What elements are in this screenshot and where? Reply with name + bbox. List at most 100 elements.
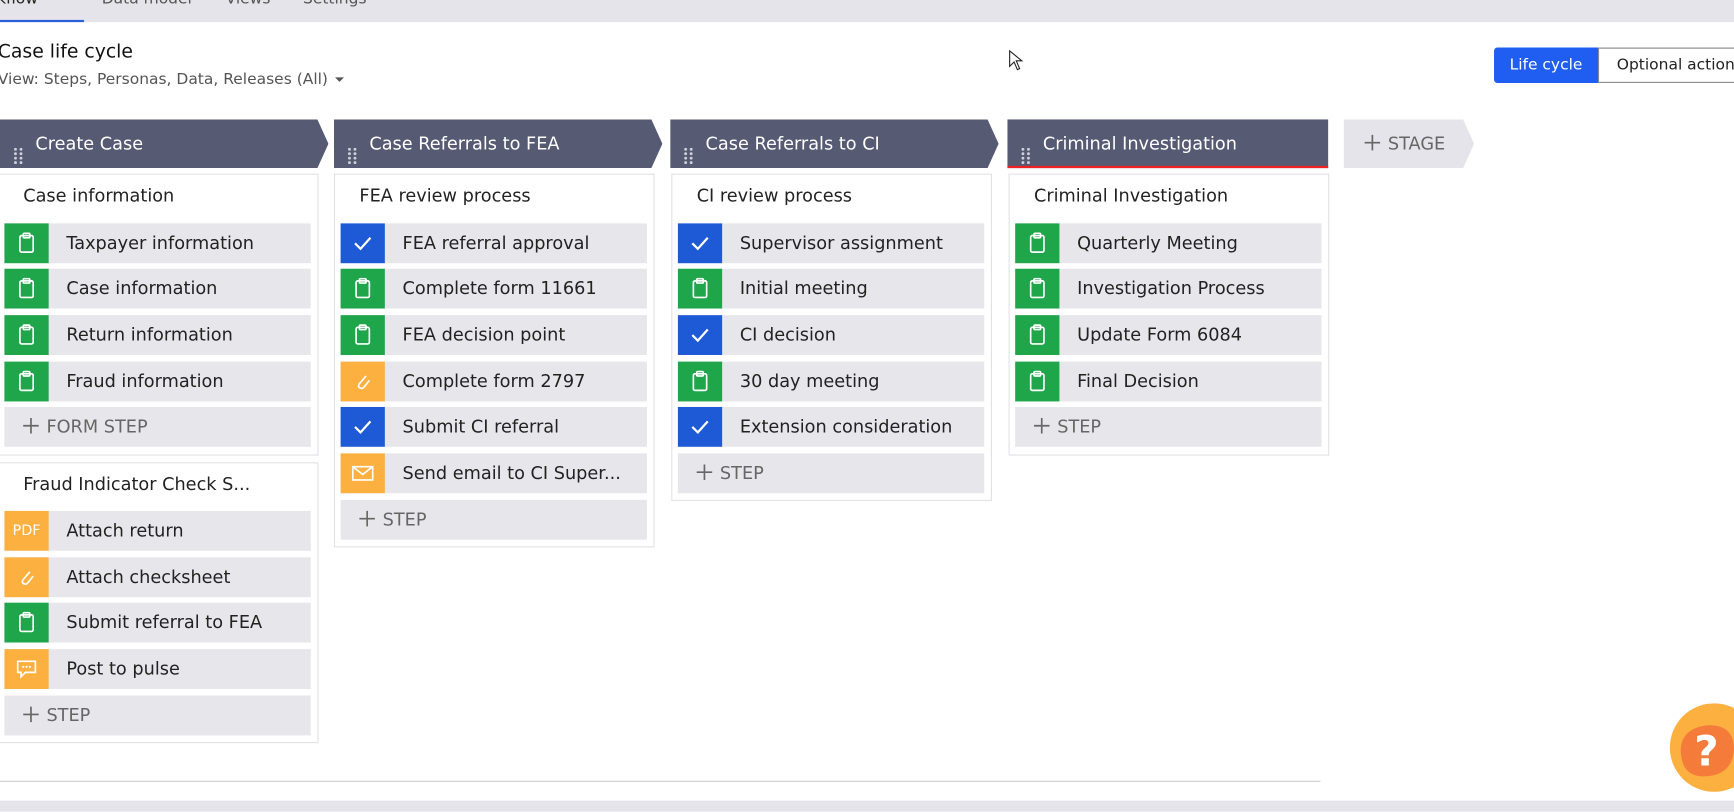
view-filter-text: View: Steps, Personas, Data, Releases (A… [0,70,328,89]
step-label: CI decision [739,323,836,345]
view-filter[interactable]: View: Steps, Personas, Data, Releases (A… [0,70,344,89]
add-step-button[interactable]: STEP [1015,407,1322,448]
step-icon [677,268,723,309]
add-stage-button[interactable]: STAGE [1343,119,1475,169]
step-label: Send email to CI Super... [402,462,621,484]
add-step-label: STEP [1057,416,1102,438]
step-icon [677,407,723,448]
stage-header[interactable]: Case Referrals to CI [670,119,999,169]
nav-tab[interactable]: Settings [303,0,367,8]
step[interactable]: Quarterly Meeting [1015,222,1322,263]
process-title[interactable]: CI review process [696,184,853,206]
step-icon [4,557,49,597]
tab-bar [0,0,1734,23]
add-step-button[interactable]: FORM STEP [4,407,311,448]
divider [0,780,1321,782]
step-label: Investigation Process [1077,277,1265,299]
add-step-label: STEP [719,462,764,484]
step[interactable]: Fraud information [4,361,311,401]
mouse-cursor [1009,49,1024,71]
step[interactable]: Investigation Process [1015,268,1322,309]
step[interactable]: Initial meeting [677,268,985,309]
step-icon [4,222,49,263]
step-label: Case information [66,277,218,299]
process-title[interactable]: Fraud Indicator Check S... [23,472,251,494]
step[interactable]: Extension consideration [677,407,985,448]
process-card: FEA review process FEA referral approval C… [333,173,655,548]
step-icon [4,649,49,690]
step[interactable]: Case information [4,268,311,309]
add-stage-label: STAGE [1387,132,1446,154]
step[interactable]: Complete form 2797 [340,361,647,401]
step-label: Initial meeting [739,277,868,299]
step-icon [340,315,385,355]
dropdown-caret [334,77,344,82]
step[interactable]: Taxpayer information [4,222,311,263]
nav-tab[interactable]: Views [226,0,271,8]
process-card: CI review process Supervisor assignment In… [671,173,992,502]
step[interactable]: FEA decision point [340,315,647,355]
step-label: Post to pulse [66,658,180,680]
svg-text:?: ? [1694,726,1718,775]
step[interactable]: 30 day meeting [677,361,985,401]
step-icon [4,361,49,401]
stage-name: Create Case [35,132,144,154]
page-title: Case life cycle [0,40,133,64]
process-title[interactable]: Criminal Investigation [1033,184,1229,206]
step-label: FEA decision point [402,323,566,345]
add-step-button[interactable]: STEP [4,695,311,736]
step-label: Attach return [66,519,184,541]
add-step-label: FORM STEP [46,416,148,438]
step-icon [677,361,723,401]
toggle-button[interactable]: Optional actions [1597,47,1734,83]
step-label: Update Form 6084 [1077,323,1243,345]
step[interactable]: Attach checksheet [4,557,311,597]
add-step-label: STEP [382,508,427,530]
step-label: 30 day meeting [739,370,880,392]
step[interactable]: FEA referral approval [340,222,647,263]
step-label: Quarterly Meeting [1077,231,1238,253]
step[interactable]: Update Form 6084 [1015,315,1322,355]
step-label: Complete form 11661 [402,277,597,299]
step[interactable]: PDF Attach return [4,510,311,551]
process-card: Case information Taxpayer information Case… [0,173,319,456]
nav-tab[interactable]: Data model [102,0,192,8]
active-tab-underline [0,19,85,23]
drag-handle [13,135,24,168]
stage-header[interactable]: Criminal Investigation [1007,119,1329,169]
drag-handle [683,135,694,168]
step-icon [1015,361,1060,401]
step[interactable]: CI decision [677,315,985,355]
step-label: Complete form 2797 [402,370,586,392]
step-label: FEA referral approval [402,231,590,253]
step-icon [340,268,385,309]
toggle-button[interactable]: Life cycle [1494,47,1598,83]
stage-name: Case Referrals to CI [705,132,880,154]
bottom-bar [0,800,1734,812]
step-label: Taxpayer information [66,231,255,253]
step[interactable]: Final Decision [1015,361,1322,401]
step-label: Return information [66,323,233,345]
process-title[interactable]: Case information [23,184,175,206]
nav-tab[interactable]: Workflow [0,0,38,8]
step[interactable]: Submit referral to FEA [4,603,311,643]
step[interactable]: Return information [4,315,311,355]
drag-handle [347,135,358,168]
step-label: Attach checksheet [66,565,231,587]
step-label: Fraud information [66,370,224,392]
add-step-button[interactable]: STEP [340,499,647,540]
stage-header[interactable]: Create Case [0,119,329,169]
process-title[interactable]: FEA review process [359,184,531,206]
step-label: Supervisor assignment [739,231,943,253]
step-icon [1015,222,1060,263]
step[interactable]: Complete form 11661 [340,268,647,309]
stage-header[interactable]: Case Referrals to FEA [333,119,663,169]
help-button[interactable]: ? [1665,699,1734,794]
step-icon [677,315,723,355]
add-step-button[interactable]: STEP [677,453,985,494]
step-label: Final Decision [1077,370,1199,392]
step[interactable]: Submit CI referral [340,407,647,448]
step[interactable]: Post to pulse [4,649,311,690]
step[interactable]: Supervisor assignment [677,222,985,263]
step[interactable]: Send email to CI Super... [340,453,647,494]
